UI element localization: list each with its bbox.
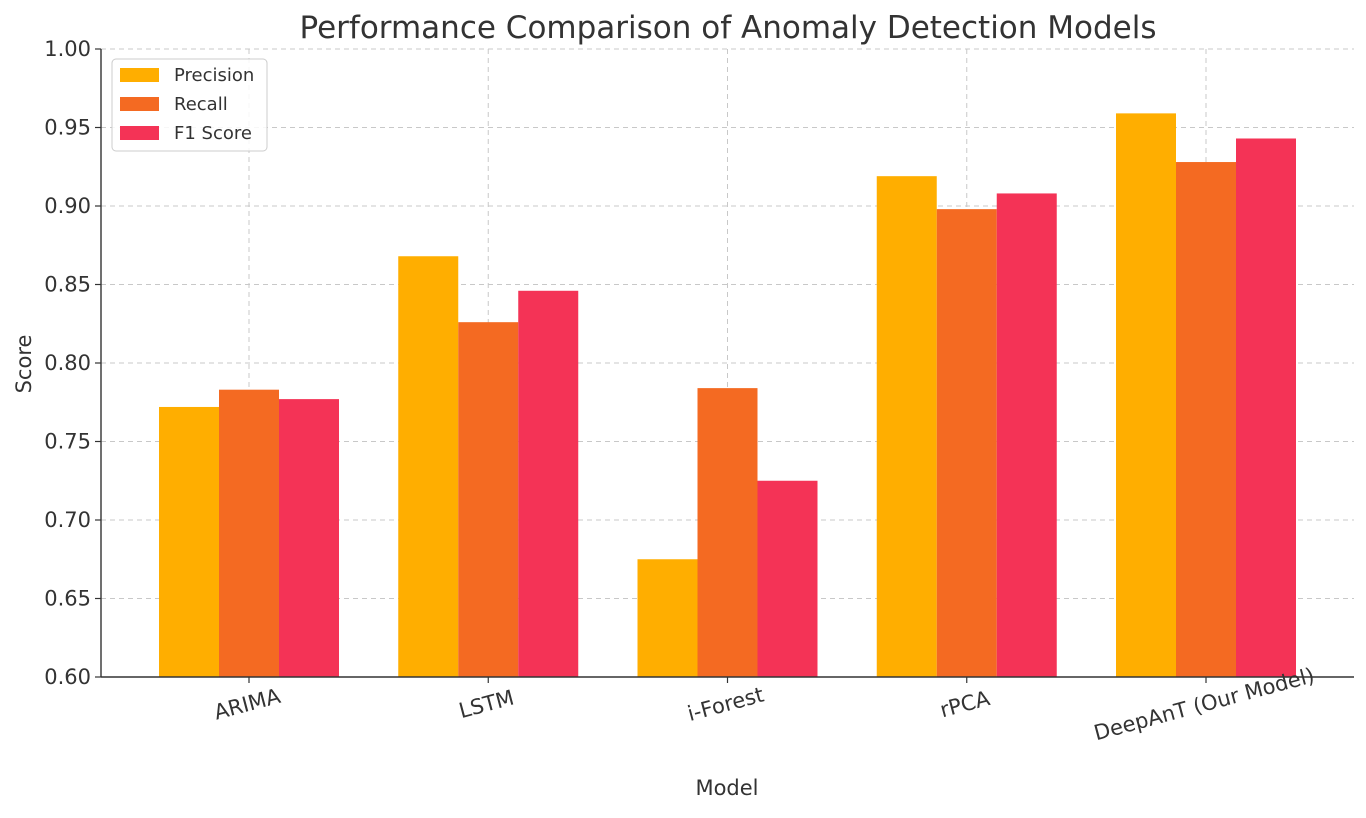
y-tick-label: 0.75 <box>44 430 91 454</box>
legend-label: F1 Score <box>174 123 252 144</box>
x-tick-label: ARIMA <box>211 684 283 725</box>
bar-f1-score <box>518 290 579 677</box>
bar-precision <box>876 176 937 678</box>
legend-swatch <box>120 68 159 82</box>
bar-f1-score <box>757 480 818 677</box>
x-tick-label: LSTM <box>456 685 516 723</box>
bar-recall <box>219 389 279 677</box>
bar-precision <box>637 559 698 677</box>
bar-recall <box>458 322 519 677</box>
bar-recall <box>936 209 997 677</box>
y-tick-label: 0.60 <box>44 665 91 689</box>
bar-precision <box>1116 113 1176 678</box>
legend: Precision Recall F1 Score <box>111 58 268 152</box>
bar-precision <box>159 406 219 677</box>
bar-f1-score <box>996 193 1057 677</box>
bar-recall <box>697 388 758 677</box>
legend-label: Recall <box>174 94 228 115</box>
y-tick-label: 0.90 <box>44 194 91 218</box>
chart-title: Performance Comparison of Anomaly Detect… <box>300 10 1157 46</box>
bar-f1-score <box>1236 138 1296 678</box>
bar-recall <box>1176 162 1236 678</box>
axes <box>95 48 1354 683</box>
x-tick-label: rPCA <box>938 686 993 722</box>
y-tick-labels: 0.60 0.65 0.70 0.75 0.80 0.85 0.90 0.95 1.00 <box>44 37 91 689</box>
y-axis-label: Score <box>12 335 36 394</box>
y-tick-label: 1.00 <box>44 37 91 61</box>
y-tick-label: 0.80 <box>44 351 91 375</box>
x-axis-label: Model <box>695 776 758 800</box>
y-tick-label: 0.95 <box>44 116 91 140</box>
bar-precision <box>398 256 459 677</box>
y-tick-label: 0.85 <box>44 273 91 297</box>
legend-swatch <box>120 97 159 111</box>
y-tick-label: 0.70 <box>44 508 91 532</box>
x-tick-label: i-Forest <box>685 683 766 726</box>
bar-f1-score <box>279 399 339 677</box>
bars <box>159 113 1296 678</box>
y-tick-label: 0.65 <box>44 587 91 611</box>
legend-swatch <box>120 126 159 140</box>
legend-label: Precision <box>174 65 254 86</box>
